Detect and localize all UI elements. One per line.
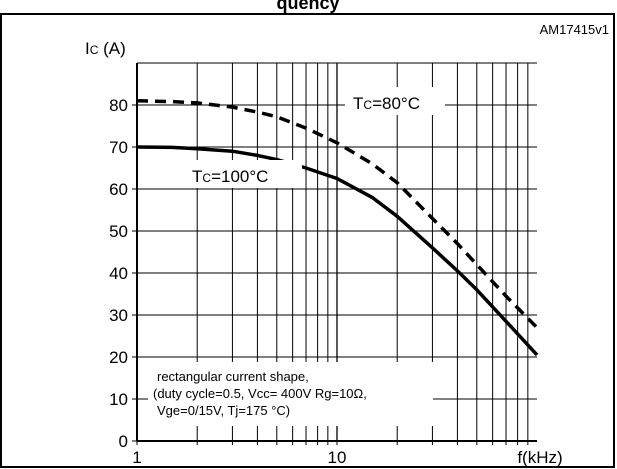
y-tick-label: 30: [109, 306, 128, 325]
annotation-line-1: rectangular current shape,: [157, 369, 309, 384]
figure-frame: [0, 13, 615, 468]
series-line-tc-80c: [136, 99, 539, 329]
y-tick-label: 50: [109, 222, 128, 241]
series-label-80c-text: TC=80°C: [353, 94, 420, 113]
figure-title-fragment: quency: [276, 0, 339, 13]
series-label-80c: TC=80°C: [345, 87, 445, 115]
y-tick-label: 40: [109, 264, 128, 283]
series-line-tc-100c: [136, 145, 539, 357]
series-lines: [136, 99, 539, 357]
y-tick-label: 80: [109, 96, 128, 115]
series-label-100c: TC=100°C: [186, 160, 302, 188]
x-tick-label: 1: [132, 448, 141, 467]
x-axis-label: f(kHz): [517, 448, 562, 467]
annotation-line-3: Vge=0/15V, Tj=175 °C): [157, 403, 290, 418]
series-label-80c-background: [345, 87, 445, 115]
conditions-annotation: rectangular current shape, (duty cycle=0…: [148, 362, 433, 426]
x-tick-label: 10: [328, 448, 347, 467]
y-tick-label: 60: [109, 180, 128, 199]
series-label-100c-text: TC=100°C: [192, 167, 268, 186]
annotation-background: [148, 362, 433, 426]
figure-id: AM17415v1: [540, 22, 609, 37]
series-label-100c-background: [186, 160, 302, 188]
annotation-line-2: (duty cycle=0.5, Vcc= 400V Rg=10Ω,: [153, 386, 367, 401]
y-axis-label: IC (A): [85, 39, 126, 58]
y-tick-label: 70: [109, 138, 128, 157]
y-tick-label: 10: [109, 390, 128, 409]
tick-labels: 0 10 20 30 40 50 60 70 80 1 10: [109, 96, 346, 467]
y-tick-label: 20: [109, 348, 128, 367]
y-tick-label: 0: [119, 432, 128, 451]
